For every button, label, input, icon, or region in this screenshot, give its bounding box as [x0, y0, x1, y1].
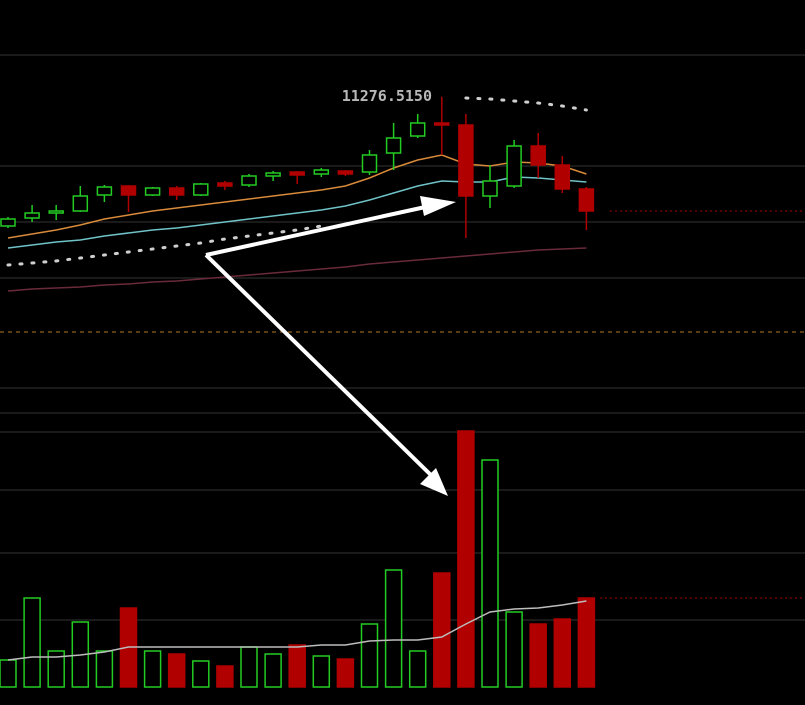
- indicator-line: [7, 176, 587, 249]
- plot: 11276.5150: [0, 87, 805, 688]
- volume-bar: [288, 644, 306, 688]
- candle-body: [265, 172, 281, 177]
- candle-body: [144, 187, 161, 196]
- candle-body: [289, 171, 305, 176]
- volume-bar: [457, 430, 475, 688]
- arrow: [205, 204, 431, 257]
- price-annotation: 11276.5150: [342, 87, 432, 105]
- arrow-head: [420, 468, 448, 496]
- candle-body: [24, 212, 40, 219]
- indicator-line: [7, 600, 587, 661]
- volume-bar: [360, 623, 379, 688]
- candle-body: [48, 210, 64, 214]
- candle-body: [409, 122, 426, 137]
- candle-body: [72, 195, 89, 212]
- grid: [0, 54, 805, 621]
- volume-bar: [505, 611, 523, 688]
- volume-bar: [143, 650, 162, 688]
- candle-body: [530, 145, 546, 166]
- volume-bar: [47, 650, 65, 688]
- candle-body: [193, 183, 209, 196]
- candle-body: [578, 188, 595, 212]
- candle-body: [0, 218, 16, 227]
- candle-body: [506, 145, 522, 187]
- volume-bar: [553, 618, 572, 688]
- volume-bar: [481, 459, 499, 688]
- candle-body: [458, 124, 474, 197]
- volume-bar: [167, 653, 186, 688]
- volume-bar: [0, 659, 17, 688]
- candle-body: [313, 169, 330, 175]
- candle-body: [482, 180, 498, 197]
- candle-body: [120, 185, 137, 196]
- candle-body: [361, 154, 378, 173]
- volume-bar: [408, 650, 427, 688]
- volume-bar: [312, 655, 331, 688]
- volume-bar: [95, 650, 114, 688]
- volume-bar: [433, 572, 451, 688]
- indicator-line: [7, 247, 587, 292]
- volume-bar: [264, 653, 282, 688]
- indicator-line: [6, 96, 588, 267]
- indicator-line: [7, 154, 587, 239]
- volume-bar: [240, 646, 258, 688]
- candle-body: [96, 186, 113, 196]
- arrow-head: [420, 196, 456, 216]
- volume-bar: [192, 660, 210, 688]
- volume-bar: [23, 597, 41, 688]
- candle-body: [168, 187, 185, 196]
- volume-bar: [577, 597, 596, 688]
- candle-body: [337, 170, 354, 175]
- volume-bar: [529, 623, 547, 688]
- candle-body: [241, 175, 257, 186]
- candle-body: [554, 164, 571, 190]
- candle-body: [385, 137, 402, 154]
- arrow: [204, 253, 438, 482]
- candle-body: [434, 122, 450, 126]
- candle-body: [217, 182, 233, 187]
- arrows: [204, 196, 456, 496]
- volume-bar: [336, 658, 355, 688]
- volume-bar: [216, 665, 234, 688]
- volume-bar: [384, 569, 403, 688]
